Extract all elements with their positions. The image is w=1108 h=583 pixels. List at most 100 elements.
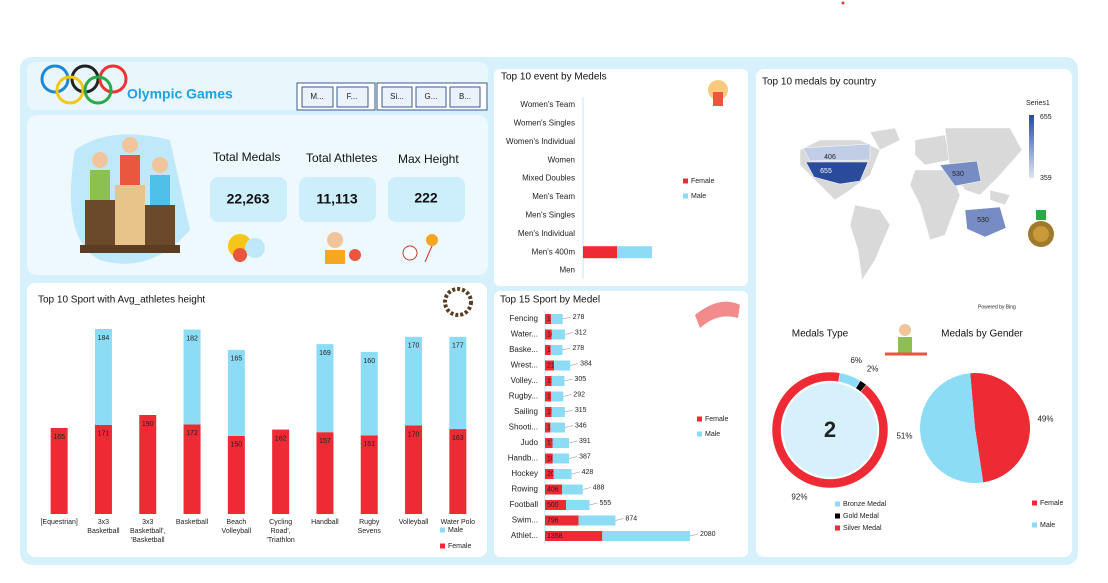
x-tick-label: Handball: [311, 519, 339, 526]
data-label: 796: [547, 517, 559, 524]
leader-line: [615, 518, 624, 521]
data-label: 162: [275, 435, 287, 442]
slicer-button[interactable]: [449, 86, 481, 108]
slice: [920, 373, 984, 483]
slicer-button[interactable]: [301, 86, 334, 108]
bar: [545, 391, 551, 402]
data-label: 190: [142, 421, 154, 428]
data-label: 428: [582, 469, 594, 476]
x-tick-label-box: 3x3 Basketball: [87, 519, 119, 535]
data-label: 530: [952, 171, 964, 178]
leader-line: [564, 332, 573, 335]
slice: [970, 372, 1031, 483]
y-tick-label: Baske...: [509, 345, 538, 354]
slicer-button[interactable]: [415, 86, 447, 108]
data-label: 655: [820, 168, 832, 175]
bar: [583, 246, 617, 259]
legend-label: Female: [448, 543, 471, 550]
bar: [139, 414, 157, 514]
y-tick-label: Men's Singles: [525, 211, 575, 220]
bar: [545, 314, 551, 324]
y-tick-label: Swim...: [512, 516, 538, 525]
legend-label: Silver Medal: [843, 525, 882, 532]
bar: [550, 345, 563, 355]
slicer-label[interactable]: F...: [347, 92, 358, 101]
bar: [545, 345, 551, 355]
legend-swatch: [835, 525, 840, 531]
bar: [566, 500, 590, 510]
legend-label: Gold Medal: [843, 513, 879, 520]
leader-line: [689, 533, 699, 537]
y-tick-label: Mixed Doubles: [522, 174, 575, 183]
data-label: 387: [579, 453, 591, 460]
data-label: 170: [408, 431, 420, 438]
chart-title: Top 15 Sport by Medel: [500, 295, 600, 306]
kpi-value: 22,263: [227, 191, 270, 207]
chart-title: Top 10 medals by country: [762, 77, 876, 88]
bar: [617, 246, 652, 259]
land: [849, 204, 891, 281]
data-label: 6%: [850, 356, 862, 365]
kpi-title: Max Height: [398, 152, 459, 166]
bar: [550, 314, 563, 324]
data-label: 292: [573, 391, 585, 398]
podium-illustration: [70, 134, 190, 264]
legend-label: Bronze Medal: [843, 501, 887, 508]
center-label: 2: [824, 417, 836, 442]
bar: [316, 432, 334, 514]
legend-swatch: [1032, 522, 1037, 528]
data-label: 150: [231, 442, 243, 449]
y-tick-label: Rugby...: [509, 392, 538, 401]
y-tick-label: Volley...: [511, 376, 538, 385]
data-label: 2%: [867, 365, 879, 374]
x-tick-label: Beach Volleyball: [221, 519, 252, 535]
legend-swatch: [440, 527, 445, 533]
legend-label: Male: [705, 431, 720, 438]
data-label: 391: [579, 438, 591, 445]
data-label: 157: [319, 438, 331, 445]
data-label: 165: [231, 356, 243, 363]
x-tick-label-box: Water Polo: [441, 519, 475, 526]
slicer-button[interactable]: [381, 86, 413, 108]
y-tick-label: Fencing: [510, 314, 538, 323]
country: [939, 160, 982, 187]
leader-line: [582, 487, 591, 490]
slicer-label[interactable]: B...: [459, 92, 471, 101]
country: [805, 161, 869, 185]
data-label: 160: [363, 358, 375, 365]
chart-title: Top 10 event by Medels: [501, 72, 607, 83]
kpi-box: [210, 177, 287, 222]
credit: Powered by Bing: [978, 304, 1016, 310]
bar: [316, 344, 334, 433]
icons: [228, 80, 1054, 356]
data-label: 305: [574, 376, 586, 383]
slicer-label[interactable]: G...: [425, 92, 438, 101]
y-tick-label: Hockey: [511, 469, 538, 478]
y-tick-label: Women's Singles: [514, 119, 575, 128]
data-label: 169: [319, 350, 331, 357]
x-tick-label-box: Cycling Road', 'Triathlon: [266, 519, 294, 544]
slicer-button[interactable]: [336, 86, 369, 108]
y-tick-label: Wrest...: [511, 361, 538, 370]
bar: [94, 329, 112, 425]
data-label: 874: [625, 515, 637, 522]
y-tick-label: Rowing: [511, 485, 538, 494]
data-label: 312: [575, 329, 587, 336]
slicer-label[interactable]: M...: [310, 92, 323, 101]
legend-label: Male: [691, 193, 706, 200]
legend-swatch: [440, 543, 445, 549]
leader-line: [589, 502, 598, 506]
y-tick-label: Men's 400m: [532, 247, 576, 256]
legend-title: Series1: [1026, 100, 1050, 107]
data-label: 172: [186, 430, 198, 437]
bar: [545, 360, 554, 371]
x-tick-label: Volleyball: [398, 519, 429, 526]
y-tick-label: Sailing: [514, 407, 538, 416]
bar: [545, 500, 567, 510]
slicer-label[interactable]: Si...: [390, 92, 404, 101]
bar: [545, 453, 553, 464]
bar: [552, 438, 569, 448]
bar: [405, 336, 423, 426]
kpi-value: 222: [414, 190, 438, 206]
bar: [552, 453, 570, 464]
